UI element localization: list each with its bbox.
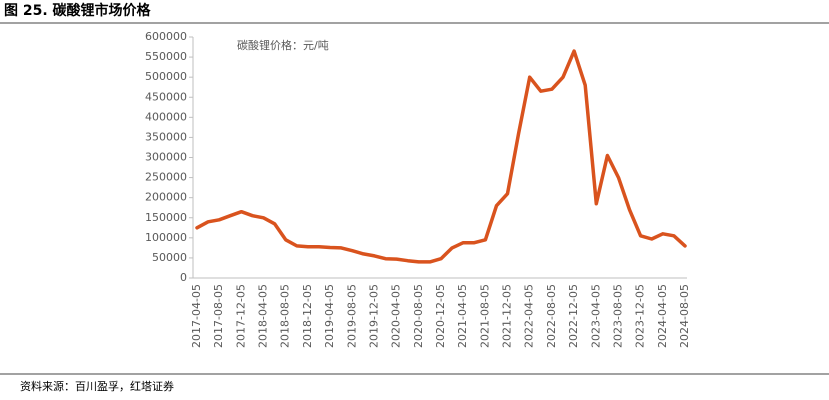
x-tick-label: 2018-08-05 <box>279 284 292 348</box>
x-tick-label: 2020-12-05 <box>434 284 447 348</box>
x-tick-label: 2022-12-05 <box>567 284 580 348</box>
x-tick-label: 2021-08-05 <box>478 284 491 348</box>
x-tick-label: 2019-12-05 <box>367 284 380 348</box>
y-tick-label: 100000 <box>145 231 187 244</box>
x-tick-label: 2024-04-05 <box>656 284 669 348</box>
x-tick-label: 2020-04-05 <box>390 284 403 348</box>
y-tick-label: 300000 <box>145 151 187 164</box>
y-tick-label: 550000 <box>145 50 187 63</box>
y-tick-label: 500000 <box>145 70 187 83</box>
x-tick-label: 2022-04-05 <box>523 284 536 348</box>
x-tick-label: 2020-08-05 <box>412 284 425 348</box>
x-tick-label: 2018-04-05 <box>257 284 270 348</box>
y-tick-label: 600000 <box>145 30 187 43</box>
chart-title: 图 25. 碳酸锂市场价格 <box>4 2 152 19</box>
x-tick-label: 2022-08-05 <box>545 284 558 348</box>
y-tick-label: 150000 <box>145 211 187 224</box>
x-tick-label: 2019-04-05 <box>323 284 336 348</box>
x-tick-label: 2017-12-05 <box>234 284 247 348</box>
x-tick-label: 2021-04-05 <box>456 284 469 348</box>
x-tick-label: 2019-08-05 <box>345 284 358 348</box>
y-tick-label: 0 <box>180 271 187 284</box>
x-tick-label: 2023-12-05 <box>634 284 647 348</box>
x-tick-label: 2017-08-05 <box>212 284 225 348</box>
source: 资料来源：百川盈孚，红塔证券 <box>20 379 174 393</box>
x-tick-label: 2023-04-05 <box>589 284 602 348</box>
x-tick-label: 2017-04-05 <box>190 284 203 348</box>
y-tick-label: 200000 <box>145 191 187 204</box>
y-tick-label: 250000 <box>145 171 187 184</box>
x-tick-label: 2024-08-05 <box>678 284 691 348</box>
line <box>195 49 687 264</box>
y-tick-label: 50000 <box>152 251 187 264</box>
y-tick-label: 400000 <box>145 110 187 123</box>
x-tick-label: 2021-12-05 <box>501 284 514 348</box>
x-tick-label: 2018-12-05 <box>301 284 314 348</box>
y-tick-label: 450000 <box>145 90 187 103</box>
y-tick-label: 350000 <box>145 130 187 143</box>
legend-label: 碳酸锂价格：元/吨 <box>237 38 329 52</box>
x-tick-label: 2023-08-05 <box>611 284 624 348</box>
